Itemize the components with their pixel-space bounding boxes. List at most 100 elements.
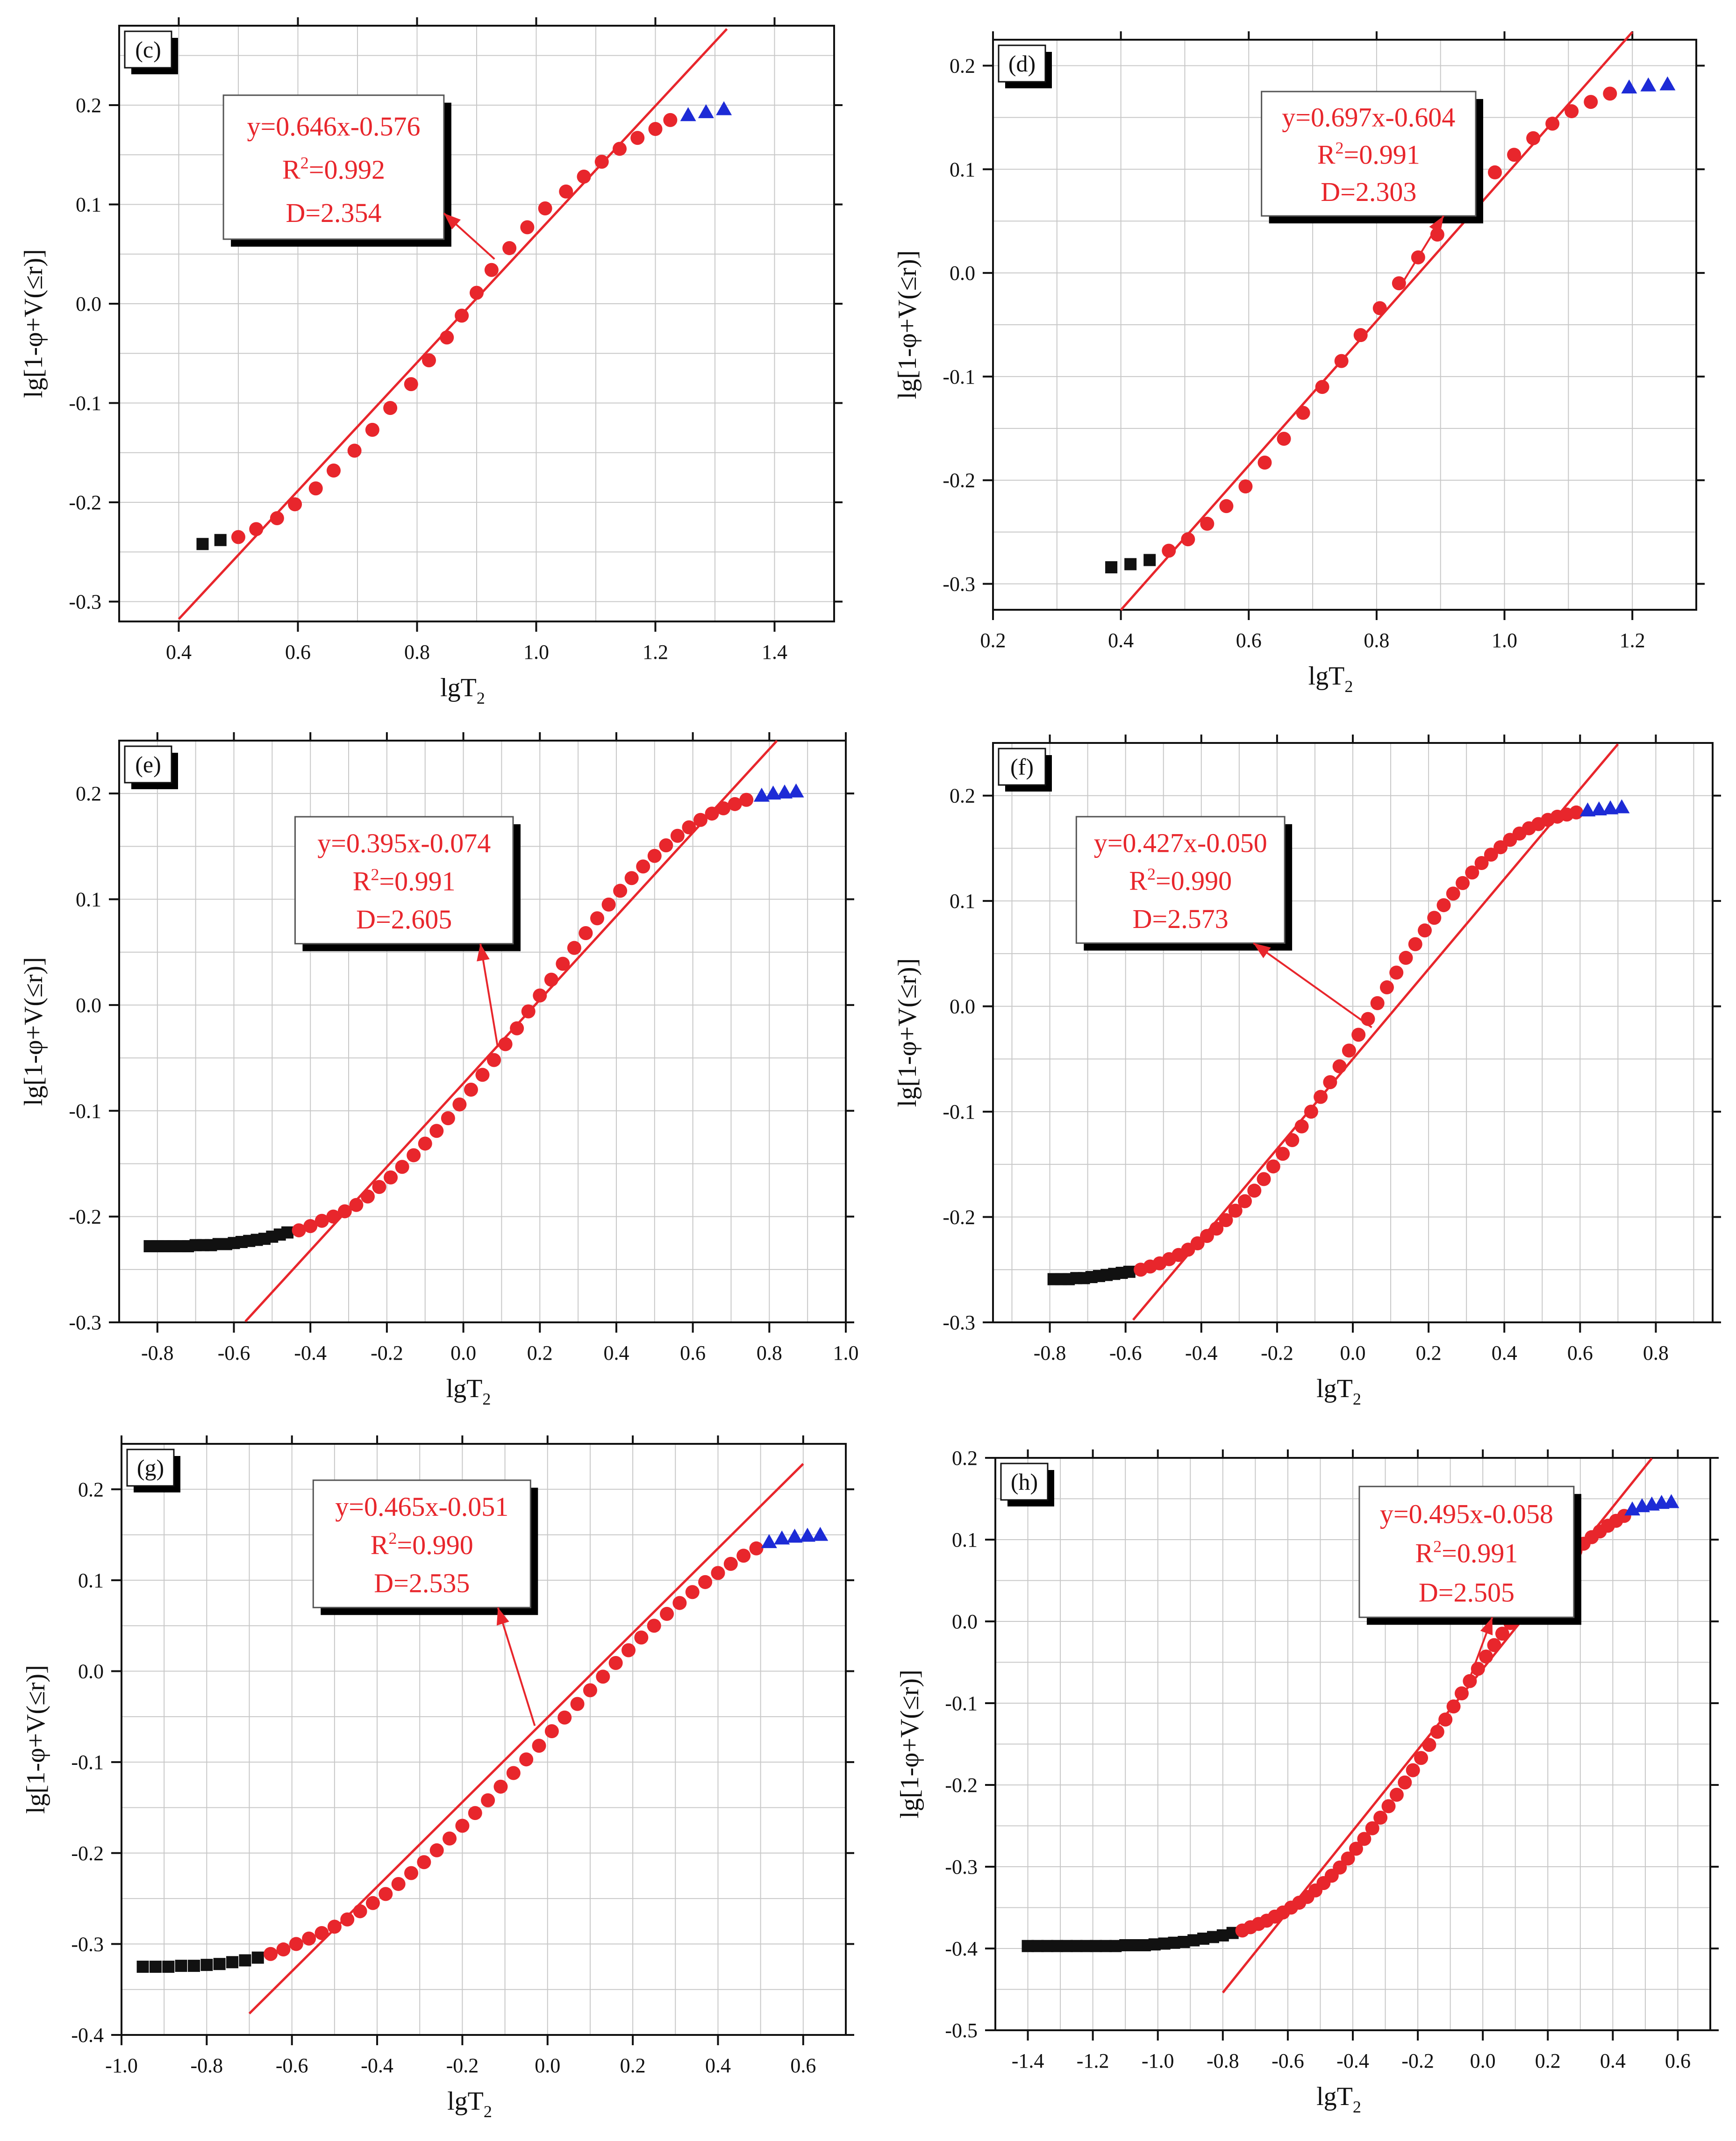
- data-point-fit: [663, 113, 678, 127]
- arrow-head: [477, 943, 490, 962]
- y-tick-label: 0.2: [78, 1478, 104, 1501]
- x-axis-label-main: lgT: [447, 2087, 484, 2116]
- data-point-fit: [624, 871, 639, 885]
- panel-label-box: [124, 745, 172, 784]
- x-tick-label: -0.2: [1261, 1342, 1293, 1364]
- y-tick-label: -0.2: [945, 1774, 978, 1797]
- data-point-fit: [728, 797, 742, 811]
- equation-box: [1075, 816, 1286, 944]
- panel-label-box: [998, 748, 1046, 786]
- y-tick-label: 0.0: [952, 1610, 978, 1633]
- r-squared-superscript: 2: [371, 865, 379, 884]
- y-tick-label: 0.1: [76, 193, 101, 216]
- equation-text: y=0.395x-0.074: [317, 828, 491, 858]
- y-tick-label: 0.0: [950, 262, 975, 285]
- data-point-fit: [672, 1596, 687, 1610]
- x-tick-label: 0.6: [1665, 2049, 1691, 2072]
- data-point-fit: [1414, 1751, 1429, 1765]
- x-axis-label: lgT2: [440, 673, 485, 707]
- x-axis-label-main: lgT: [446, 1374, 483, 1403]
- y-axis-label: lg[1-φ+V(≤r)]: [21, 1665, 50, 1814]
- r-squared-superscript: 2: [300, 153, 309, 172]
- r-squared-text: R2=0.991: [353, 865, 456, 897]
- data-point-fit: [1342, 1043, 1356, 1058]
- x-tick-label: -0.6: [276, 2054, 308, 2077]
- data-point-high: [777, 784, 793, 799]
- fractal-dimension-text: D=2.573: [1133, 904, 1229, 934]
- data-point-fit: [583, 1683, 597, 1698]
- x-axis-label: lgT2: [1316, 2082, 1361, 2116]
- data-point-fit: [340, 1912, 355, 1927]
- data-point-fit: [1479, 1649, 1493, 1664]
- plot-frame: [118, 740, 847, 1323]
- y-tick-label: -0.1: [943, 1100, 975, 1123]
- data-point-fit: [716, 801, 731, 815]
- data-point-fit: [326, 1209, 341, 1224]
- x-tick-label: 0.8: [757, 1342, 782, 1364]
- data-point-fit: [521, 1004, 536, 1019]
- fit-line: [178, 28, 728, 620]
- x-tick-label: -0.8: [141, 1342, 174, 1364]
- x-axis-label-sub: 2: [1353, 1390, 1361, 1408]
- data-point-fit: [1474, 856, 1489, 871]
- r-squared-prefix: R: [1129, 866, 1147, 896]
- data-point-fit: [1200, 516, 1214, 531]
- data-point-low: [239, 1954, 251, 1967]
- data-point-fit: [270, 511, 284, 525]
- panel-e: -0.8 -0.6 -0.4 -0.2 0.0 0.2 0.4 0.6 0.8 1.0 -0.3 -0…: [19, 732, 859, 1408]
- y-tick-label: -0.2: [71, 1842, 104, 1865]
- data-point-fit: [379, 1887, 393, 1901]
- x-tick-label: 0.6: [790, 2054, 816, 2077]
- data-point-fit: [1365, 1821, 1379, 1835]
- equation-box: [222, 94, 445, 240]
- data-point-fit: [1353, 328, 1368, 343]
- data-point-fit: [1438, 1713, 1453, 1727]
- data-point-high: [765, 785, 781, 800]
- panel-label: (g): [137, 1455, 164, 1481]
- x-tick-label: -1.2: [1077, 2049, 1109, 2072]
- y-axis-label: lg[1-φ+V(≤r)]: [893, 958, 922, 1107]
- data-point-fit: [622, 1643, 636, 1657]
- data-point-fit: [647, 849, 662, 863]
- x-tick-label: -0.4: [294, 1342, 327, 1364]
- arrow-head: [1429, 216, 1444, 234]
- fit-line: [1120, 31, 1634, 611]
- data-point-low: [214, 534, 227, 546]
- data-point-fit: [475, 1068, 490, 1082]
- data-point-fit: [1357, 1832, 1372, 1846]
- data-point-fit: [441, 1111, 455, 1126]
- data-point-fit: [1190, 1236, 1205, 1250]
- r-squared-superscript: 2: [1433, 1537, 1442, 1556]
- data-point-fit: [705, 806, 719, 821]
- data-point-fit: [594, 155, 609, 169]
- x-tick-label: 0.4: [1492, 1342, 1517, 1364]
- y-tick-label: -0.2: [943, 1206, 975, 1229]
- r-squared-value: =0.991: [1442, 1538, 1518, 1569]
- data-point-fit: [1422, 1738, 1436, 1752]
- data-point-fit: [1228, 1204, 1243, 1218]
- data-point-fit: [365, 422, 379, 437]
- y-tick-label: -0.3: [69, 591, 101, 614]
- data-point-fit: [1332, 1059, 1347, 1074]
- data-point-fit: [264, 1947, 278, 1961]
- data-point-low: [175, 1960, 187, 1972]
- data-point-fit: [1162, 543, 1176, 558]
- x-tick-label: 1.2: [1620, 629, 1645, 652]
- data-point-high: [1602, 800, 1619, 814]
- y-tick-label: -0.2: [943, 469, 975, 492]
- y-tick-label: 0.2: [950, 785, 975, 807]
- data-point-low: [149, 1961, 162, 1973]
- r-squared-prefix: R: [1415, 1538, 1433, 1569]
- data-point-high: [788, 783, 804, 798]
- data-point-fit: [739, 792, 754, 807]
- data-point-fit: [1495, 1627, 1509, 1641]
- x-tick-label: -0.6: [1109, 1342, 1142, 1364]
- data-point-fit: [1238, 1194, 1252, 1208]
- data-point-fit: [1294, 1119, 1309, 1134]
- data-point-fit: [404, 377, 418, 392]
- x-axis-label-sub: 2: [477, 689, 485, 707]
- y-tick-label: -0.1: [943, 365, 975, 388]
- data-point-fit: [1219, 1213, 1233, 1228]
- x-tick-label: 1.4: [762, 641, 787, 664]
- data-point-fit: [1381, 1799, 1396, 1813]
